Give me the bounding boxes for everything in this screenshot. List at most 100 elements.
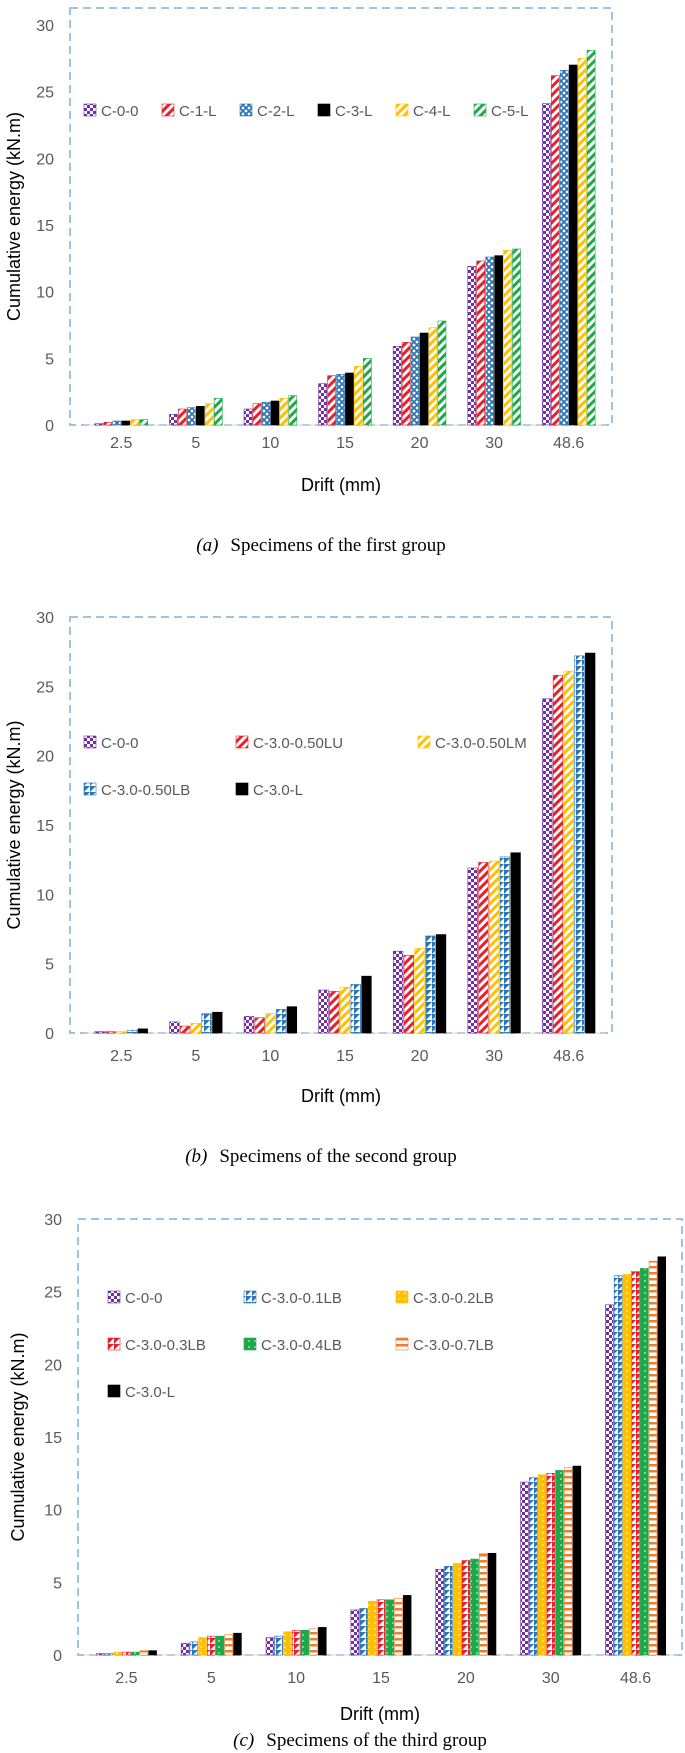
- legend-swatch-c-3-l: [317, 103, 331, 117]
- x-tick-label: 5: [207, 1670, 216, 1687]
- legend-swatch-c-3-0-0-3lb: [107, 1337, 121, 1351]
- x-tick-label: 15: [372, 1670, 390, 1687]
- bar-c-3-0-l-5: [233, 1632, 242, 1656]
- legend-label-c-4-l: C-4-L: [413, 103, 451, 120]
- bar-c-3-0-0-50lu-20: [403, 955, 414, 1034]
- y-tick-label: 30: [36, 610, 54, 627]
- y-tick-label: 25: [36, 85, 54, 102]
- figure-caption: (c) Specimens of the third group: [233, 1730, 487, 1751]
- legend-swatch-c-3-0-l: [235, 782, 249, 796]
- caption-text: Specimens of the second group: [219, 1146, 456, 1167]
- plot-frame: [77, 1218, 683, 1656]
- y-tick-label: 15: [36, 818, 54, 835]
- caption-text: Specimens of the third group: [266, 1730, 487, 1751]
- x-tick-label: 5: [191, 435, 200, 452]
- bar-c-3-0-0-7lb-5: [224, 1634, 233, 1656]
- bar-c-3-0-0-4lb-48-6: [640, 1268, 649, 1656]
- caption-label: (c): [233, 1730, 254, 1751]
- bar-c-0-0-48-6: [605, 1304, 614, 1656]
- bar-c-3-l-48-6: [568, 64, 578, 426]
- x-tick-label: 2.5: [110, 435, 132, 452]
- chart-panel-a: 0 5 10 15 20 25 30 2.5 5 10 15 20 30 48.6 Drift (mm) Cu…: [4, 7, 613, 556]
- x-tick-label: 10: [262, 435, 280, 452]
- bar-c-5-l-5: [213, 398, 223, 426]
- legend-label-c-3-0-0-2lb: C-3.0-0.2LB: [413, 1290, 494, 1307]
- bar-c-2-l-30: [485, 256, 494, 426]
- x-axis-title: Drift (mm): [301, 475, 381, 495]
- bar-c-3-0-0-3lb-48-6: [631, 1271, 640, 1656]
- legend-label-c-3-0-0-50lu: C-3.0-0.50LU: [253, 735, 343, 752]
- bar-c-4-l-15: [354, 366, 363, 426]
- bar-c-4-l-48-6: [577, 58, 587, 426]
- bar-c-3-0-0-3lb-2-5: [122, 1651, 131, 1656]
- x-tick-label: 30: [485, 1048, 503, 1065]
- bar-c-0-0-5: [169, 414, 178, 426]
- legend-swatch-c-3-0-l: [107, 1384, 121, 1398]
- legend-label-c-3-0-0-7lb: C-3.0-0.7LB: [413, 1337, 494, 1354]
- bar-c-0-0-48-6: [542, 698, 553, 1034]
- bar-c-3-0-l-10: [286, 1006, 298, 1034]
- bar-c-3-0-0-7lb-15: [394, 1598, 403, 1656]
- bar-c-3-0-0-50lm-30: [489, 860, 500, 1034]
- legend-label-c-1-l: C-1-L: [179, 103, 217, 120]
- bar-c-3-0-0-50lb-15: [350, 984, 361, 1034]
- legend-label-c-3-0-l: C-3.0-L: [125, 1384, 175, 1401]
- bar-c-0-0-20: [435, 1568, 444, 1656]
- bar-c-3-0-0-50lb-48-6: [574, 655, 585, 1034]
- plot-frame: [69, 616, 613, 1034]
- bar-c-3-0-0-50lm-2-5: [116, 1031, 127, 1034]
- y-tick-label: 5: [45, 351, 54, 368]
- legend-label-c-0-0: C-0-0: [101, 103, 139, 120]
- x-tick-label: 48.6: [553, 435, 584, 452]
- bar-c-3-0-0-3lb-10: [291, 1629, 301, 1656]
- bar-c-4-l-10: [279, 398, 289, 426]
- bar-c-2-l-48-6: [559, 70, 569, 426]
- bar-c-3-0-0-50lm-5: [190, 1022, 201, 1034]
- bar-c-3-0-0-50lb-2-5: [126, 1029, 138, 1034]
- bar-c-5-l-30: [512, 248, 521, 426]
- bar-c-5-l-10: [288, 395, 298, 426]
- bar-c-3-0-0-2lb-15: [368, 1600, 377, 1656]
- caption-label: (b): [185, 1146, 207, 1167]
- legend-swatch-c-2-l: [239, 103, 253, 117]
- bar-c-1-l-10: [252, 403, 262, 426]
- bar-c-0-0-15: [350, 1609, 360, 1656]
- bar-c-3-l-30: [494, 255, 503, 426]
- bar-c-3-0-0-50lu-5: [179, 1025, 191, 1034]
- bar-c-4-l-30: [503, 250, 512, 426]
- x-tick-label: 15: [336, 435, 354, 452]
- bar-c-3-0-0-50lb-10: [276, 1009, 287, 1034]
- bar-c-0-0-2-5: [94, 1031, 105, 1034]
- bar-c-3-l-15: [345, 372, 354, 426]
- bar-c-3-0-l-48-6: [585, 652, 596, 1034]
- bar-c-3-0-l-15: [361, 975, 372, 1034]
- bar-c-3-0-0-50lb-5: [201, 1013, 212, 1034]
- legend: C-0-0 C-1-L C-2-L C-3-L C-4-L C-5-L: [83, 103, 529, 120]
- legend-swatch-c-3-0-0-1lb: [243, 1290, 257, 1304]
- y-tick-label: 10: [36, 285, 54, 302]
- bar-c-3-0-0-4lb-15: [385, 1599, 394, 1656]
- legend-label-c-3-0-0-50lb: C-3.0-0.50LB: [101, 782, 190, 799]
- y-tick-label: 20: [44, 1357, 62, 1374]
- legend-label-c-3-0-0-3lb: C-3.0-0.3LB: [125, 1337, 206, 1354]
- bar-c-3-0-0-1lb-10: [274, 1635, 283, 1656]
- bar-c-3-0-0-4lb-30: [555, 1470, 564, 1656]
- bar-c-3-0-0-50lm-10: [265, 1013, 276, 1034]
- bar-c-3-0-0-50lu-48-6: [552, 674, 564, 1034]
- chart-panel-c: 0 5 10 15 20 25 30 2.5 5 10 15 20 30 48.6 Drift (mm) Cu…: [8, 1212, 683, 1751]
- bar-c-0-0-15: [318, 383, 327, 426]
- y-tick-label: 30: [44, 1212, 62, 1229]
- bar-c-0-0-10: [243, 408, 253, 426]
- legend-swatch-c-3-0-0-50lm: [417, 735, 431, 749]
- x-tick-label: 48.6: [553, 1048, 584, 1065]
- figure-caption: (a) Specimens of the first group: [196, 535, 445, 556]
- bar-c-2-l-5: [187, 407, 196, 426]
- legend-label-c-2-l: C-2-L: [257, 103, 295, 120]
- x-tick-label: 48.6: [620, 1670, 651, 1687]
- bar-c-3-0-0-4lb-2-5: [130, 1651, 140, 1656]
- bar-c-0-0-2-5: [94, 423, 104, 426]
- bar-c-3-0-l-20: [435, 934, 447, 1034]
- caption-label: (a): [196, 535, 218, 556]
- y-tick-label: 5: [45, 957, 54, 974]
